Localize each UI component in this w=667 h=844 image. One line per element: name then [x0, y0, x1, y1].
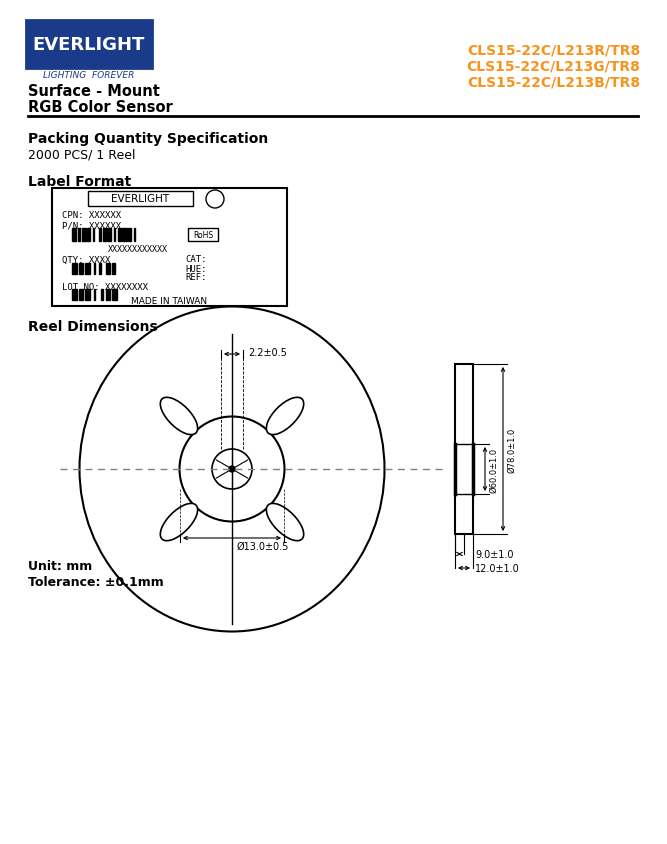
- Bar: [114, 229, 115, 241]
- Bar: [87, 229, 90, 241]
- Text: 9.0±1.0: 9.0±1.0: [475, 549, 514, 560]
- Bar: [72, 263, 77, 274]
- Ellipse shape: [160, 398, 197, 436]
- Text: MADE IN TAIWAN: MADE IN TAIWAN: [131, 297, 207, 306]
- Bar: [85, 289, 90, 300]
- FancyBboxPatch shape: [26, 21, 152, 69]
- Text: P/N: XXXXXX: P/N: XXXXXX: [62, 221, 121, 230]
- Text: 2.2±0.5: 2.2±0.5: [248, 348, 287, 358]
- Bar: [106, 263, 110, 274]
- Circle shape: [206, 191, 224, 208]
- Bar: [103, 229, 105, 241]
- Bar: [93, 229, 95, 241]
- Bar: [72, 229, 76, 241]
- Circle shape: [212, 450, 252, 490]
- Bar: [82, 229, 86, 241]
- Bar: [111, 289, 117, 300]
- Ellipse shape: [79, 307, 384, 632]
- Bar: [128, 229, 131, 241]
- Text: Ø13.0±0.5: Ø13.0±0.5: [237, 541, 289, 551]
- Text: Tolerance: ±0.1mm: Tolerance: ±0.1mm: [28, 576, 164, 589]
- Ellipse shape: [160, 504, 197, 541]
- Bar: [188, 229, 218, 241]
- Ellipse shape: [179, 417, 285, 522]
- Bar: [93, 263, 95, 274]
- Text: RoHS: RoHS: [193, 230, 213, 240]
- Bar: [133, 229, 135, 241]
- Bar: [52, 189, 287, 306]
- Text: CLS15-22C/L213G/TR8: CLS15-22C/L213G/TR8: [466, 59, 640, 73]
- Text: CAT:: CAT:: [185, 255, 207, 264]
- Text: 2000 PCS/ 1 Reel: 2000 PCS/ 1 Reel: [28, 149, 135, 161]
- Text: Ø78.0±1.0: Ø78.0±1.0: [507, 427, 516, 472]
- Bar: [77, 229, 81, 241]
- Bar: [93, 289, 95, 300]
- Text: Surface - Mount: Surface - Mount: [28, 84, 160, 99]
- Text: XXXXXXXXXXXX: XXXXXXXXXXXX: [108, 244, 168, 253]
- Bar: [106, 289, 110, 300]
- Text: 12.0±1.0: 12.0±1.0: [475, 563, 520, 573]
- Bar: [72, 289, 77, 300]
- Text: Unit: mm: Unit: mm: [28, 560, 92, 573]
- Text: CPN: XXXXXX: CPN: XXXXXX: [62, 210, 121, 219]
- Bar: [85, 263, 90, 274]
- Circle shape: [229, 467, 235, 473]
- Bar: [107, 229, 111, 241]
- Text: Reel Dimensions: Reel Dimensions: [28, 320, 158, 333]
- Bar: [455, 365, 473, 534]
- Ellipse shape: [266, 504, 303, 541]
- Bar: [99, 229, 101, 241]
- Text: EVERLIGHT: EVERLIGHT: [33, 36, 145, 54]
- Text: CLS15-22C/L213R/TR8: CLS15-22C/L213R/TR8: [467, 43, 640, 57]
- Text: REF:: REF:: [185, 273, 207, 282]
- Text: EVERLIGHT: EVERLIGHT: [111, 194, 169, 204]
- Text: RGB Color Sensor: RGB Color Sensor: [28, 100, 173, 115]
- Bar: [99, 263, 101, 274]
- Ellipse shape: [266, 398, 303, 436]
- Bar: [111, 263, 115, 274]
- Text: Ø60.0±1.0: Ø60.0±1.0: [489, 447, 498, 492]
- Text: QTY: XXXX: QTY: XXXX: [62, 255, 110, 264]
- Bar: [79, 289, 83, 300]
- Bar: [79, 263, 83, 274]
- Text: LOT NO: XXXXXXXX: LOT NO: XXXXXXXX: [62, 282, 148, 291]
- Text: HUE:: HUE:: [185, 264, 207, 273]
- Text: CLS15-22C/L213B/TR8: CLS15-22C/L213B/TR8: [467, 75, 640, 89]
- Bar: [123, 229, 127, 241]
- Bar: [88, 192, 193, 207]
- Bar: [101, 289, 103, 300]
- Text: LIGHTING  FOREVER: LIGHTING FOREVER: [43, 70, 135, 79]
- Text: Label Format: Label Format: [28, 175, 131, 189]
- Bar: [118, 229, 121, 241]
- Text: Packing Quantity Specification: Packing Quantity Specification: [28, 132, 268, 146]
